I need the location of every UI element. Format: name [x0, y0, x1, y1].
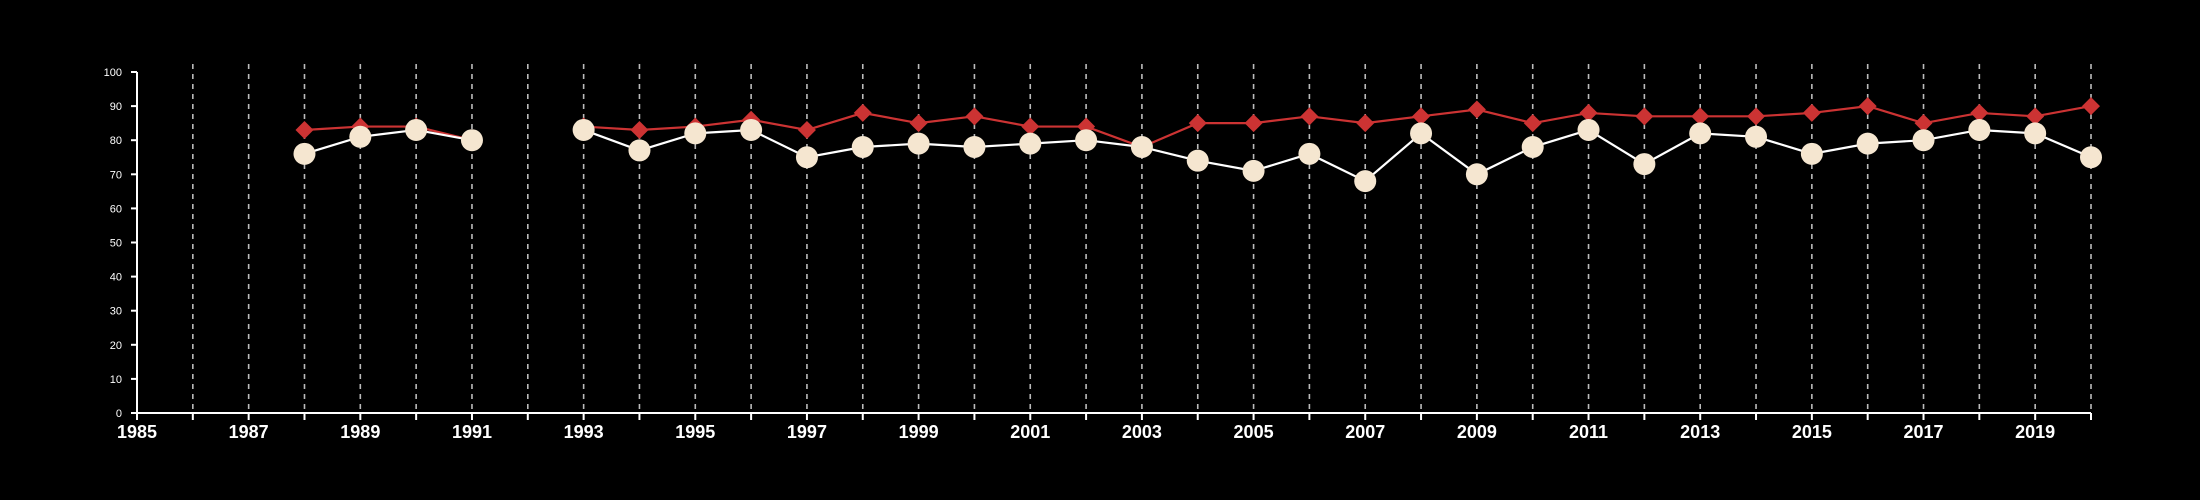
series-0-point-2013 — [1691, 107, 1710, 126]
series-0-line-segment-1 — [583, 104, 2092, 149]
y-tick-label: 10 — [110, 374, 122, 386]
y-tick-label: 60 — [110, 203, 122, 215]
series-1-point-1989 — [349, 125, 372, 148]
x-tick-label: 2007 — [1345, 422, 1385, 442]
series-0-point-1999 — [909, 114, 928, 133]
series-0-point-2009 — [1467, 100, 1486, 119]
series-1-point-2002 — [1075, 129, 1098, 152]
series-0-point-2001 — [1021, 117, 1040, 136]
y-tick-label: 50 — [110, 238, 122, 250]
series-1-point-2012 — [1633, 153, 1656, 176]
x-tick-label: 1995 — [675, 422, 715, 442]
series-0-point-2018 — [1970, 103, 1989, 122]
series-0-point-2020 — [2082, 97, 2100, 116]
x-tick-label: 1993 — [564, 422, 604, 442]
series-1-line-segment-0 — [304, 128, 473, 155]
series-1-point-2019 — [2024, 122, 2047, 145]
series-0-point-2004 — [1188, 114, 1207, 133]
series-1-point-2001 — [1019, 132, 1042, 155]
series-0-point-2019 — [2026, 107, 2045, 126]
x-tick-label: 1991 — [452, 422, 492, 442]
series-1-point-1997 — [795, 146, 818, 169]
series-0-point-2014 — [1747, 107, 1766, 126]
series-1-point-1988 — [293, 142, 316, 165]
series-1-point-2010 — [1521, 136, 1544, 159]
series-1-point-2016 — [1856, 132, 1879, 155]
y-tick-label: 100 — [104, 67, 122, 79]
series-1-point-1999 — [907, 132, 930, 155]
series-0-point-2017 — [1914, 114, 1933, 133]
y-tick-label: 70 — [110, 169, 122, 181]
series-1-point-2009 — [1465, 163, 1488, 186]
series-1-point-2003 — [1130, 136, 1153, 159]
series-1-point-2014 — [1745, 125, 1768, 148]
series-0-point-1997 — [797, 120, 816, 139]
series-0-point-2005 — [1244, 114, 1263, 133]
series-0-point-2016 — [1858, 97, 1877, 116]
x-tick-label: 2001 — [1010, 422, 1050, 442]
series-0-point-1998 — [853, 103, 872, 122]
series-1-point-1994 — [628, 139, 651, 162]
series-0-point-2008 — [1412, 107, 1431, 126]
series-1-point-1991 — [460, 129, 483, 152]
x-tick-label: 2013 — [1680, 422, 1720, 442]
y-tick-label: 40 — [110, 272, 122, 284]
series-1-point-2007 — [1354, 170, 1377, 193]
x-tick-label: 2003 — [1122, 422, 1162, 442]
series-1-point-2015 — [1800, 142, 1823, 165]
series-1-point-2020 — [2080, 146, 2102, 169]
series-1-point-2018 — [1968, 118, 1991, 141]
series-layer — [293, 97, 2102, 193]
y-tick-label: 0 — [116, 408, 122, 420]
series-0-point-2007 — [1356, 114, 1375, 133]
series-0-point-2015 — [1802, 103, 1821, 122]
series-0-point-2012 — [1635, 107, 1654, 126]
series-0-point-2010 — [1523, 114, 1542, 133]
series-0-line-segment-0 — [304, 125, 473, 142]
series-1-point-2017 — [1912, 129, 1935, 152]
x-tick-label: 1985 — [117, 422, 157, 442]
x-tick-label: 2009 — [1457, 422, 1497, 442]
axis-layer: 0 10 20 30 40 50 60 70 80 90 100 1985 1987 1989 1991 19… — [104, 67, 2092, 442]
series-1-point-2013 — [1689, 122, 1712, 145]
x-tick-label: 1999 — [899, 422, 939, 442]
series-1-point-1990 — [405, 118, 428, 141]
x-tick-label: 2017 — [1903, 422, 1943, 442]
series-1-point-2004 — [1186, 149, 1209, 172]
series-1-point-1995 — [684, 122, 707, 145]
x-tick-label: 2015 — [1792, 422, 1832, 442]
series-1-point-1996 — [740, 118, 763, 141]
series-1-point-1993 — [572, 118, 595, 141]
series-1-line-segment-1 — [583, 128, 2092, 183]
series-1-point-1998 — [851, 136, 874, 159]
series-0-point-1994 — [630, 120, 649, 139]
series-1-group — [293, 118, 2102, 193]
y-tick-label: 80 — [110, 135, 122, 147]
x-tick-label: 2011 — [1569, 422, 1608, 442]
y-tick-label: 90 — [110, 101, 122, 113]
grid-layer — [192, 64, 2092, 413]
x-tick-label: 2019 — [2015, 422, 2055, 442]
series-1-point-2011 — [1577, 118, 1600, 141]
x-tick-label: 1987 — [229, 422, 269, 442]
x-tick-label: 1997 — [787, 422, 827, 442]
y-tick-label: 20 — [110, 340, 122, 352]
series-1-point-2008 — [1410, 122, 1433, 145]
series-0-point-1988 — [295, 120, 314, 139]
series-0-point-2000 — [965, 107, 984, 126]
series-1-point-2005 — [1242, 159, 1265, 182]
x-tick-label: 2005 — [1234, 422, 1274, 442]
x-tick-label: 1989 — [340, 422, 380, 442]
series-0-point-2011 — [1579, 103, 1598, 122]
series-0-point-2006 — [1300, 107, 1319, 126]
series-1-point-2000 — [963, 136, 986, 159]
y-tick-label: 30 — [110, 306, 122, 318]
series-1-point-2006 — [1298, 142, 1321, 165]
